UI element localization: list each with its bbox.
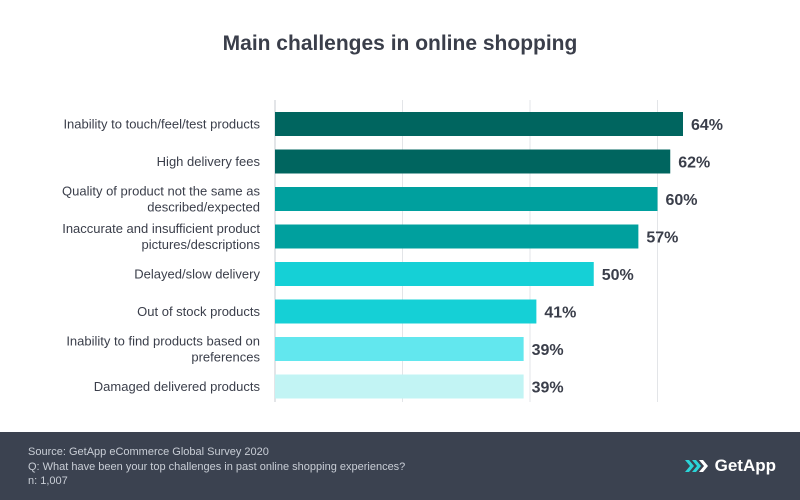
category-label-line: High delivery fees bbox=[157, 154, 261, 169]
bar-5 bbox=[275, 262, 594, 286]
category-label-8: Damaged delivered products bbox=[94, 379, 261, 394]
bar-7 bbox=[275, 337, 524, 361]
category-label-line: pictures/descriptions bbox=[142, 237, 261, 252]
bar-value-label-2: 62% bbox=[678, 155, 710, 172]
bar-value-label-1: 64% bbox=[691, 117, 723, 134]
brand-name: GetApp bbox=[714, 456, 776, 475]
footer: Source: GetApp eCommerce Global Survey 2… bbox=[0, 432, 800, 500]
category-label-line: Inability to touch/feel/test products bbox=[63, 117, 260, 132]
category-label-line: Damaged delivered products bbox=[94, 379, 261, 394]
bar-8 bbox=[275, 374, 524, 399]
bar-value-label-3: 60% bbox=[666, 192, 698, 209]
category-label-5: Delayed/slow delivery bbox=[134, 267, 260, 282]
bar-value-label-6: 41% bbox=[544, 305, 576, 322]
category-label-4: Inaccurate and insufficient product pictu… bbox=[62, 221, 260, 252]
category-label-3: Quality of product not the same as descri… bbox=[62, 184, 260, 215]
category-label-line: preferences bbox=[191, 350, 260, 365]
footer-notes: Source: GetApp eCommerce Global Survey 2… bbox=[28, 445, 405, 489]
bar-value-label-8: 39% bbox=[532, 380, 564, 397]
bar-chart: 64% Inability to touch/feel/test products… bbox=[62, 100, 723, 402]
category-label-line: Inability to find products based on bbox=[66, 334, 260, 349]
category-label-line: described/expected bbox=[147, 200, 260, 215]
bar-2 bbox=[275, 149, 671, 174]
category-label-6: Out of stock products bbox=[137, 304, 260, 319]
category-label-2: High delivery fees bbox=[157, 154, 261, 169]
bar-value-label-7: 39% bbox=[532, 342, 564, 359]
bar-value-label-4: 57% bbox=[646, 230, 678, 247]
category-label-7: Inability to find products based on prefe… bbox=[66, 334, 260, 365]
source-note: Source: GetApp eCommerce Global Survey 2… bbox=[28, 446, 269, 458]
getapp-chevrons-icon bbox=[684, 460, 708, 472]
category-label-line: Inaccurate and insufficient product bbox=[62, 221, 260, 236]
category-label-line: Quality of product not the same as bbox=[62, 184, 260, 199]
bar-3 bbox=[275, 187, 658, 211]
bar-6 bbox=[275, 299, 537, 324]
question-note: Q: What have been your top challenges in… bbox=[28, 460, 406, 473]
bar-1 bbox=[275, 112, 683, 136]
getapp-logo: GetApp bbox=[684, 455, 776, 477]
category-label-1: Inability to touch/feel/test products bbox=[63, 117, 260, 132]
sample-size-note: n: 1,007 bbox=[28, 475, 68, 487]
category-label-line: Out of stock products bbox=[137, 304, 260, 319]
chart-title: Main challenges in online shopping bbox=[222, 32, 578, 55]
bar-value-label-5: 50% bbox=[602, 267, 634, 284]
bar-4 bbox=[275, 224, 639, 249]
category-label-line: Delayed/slow delivery bbox=[134, 267, 260, 282]
